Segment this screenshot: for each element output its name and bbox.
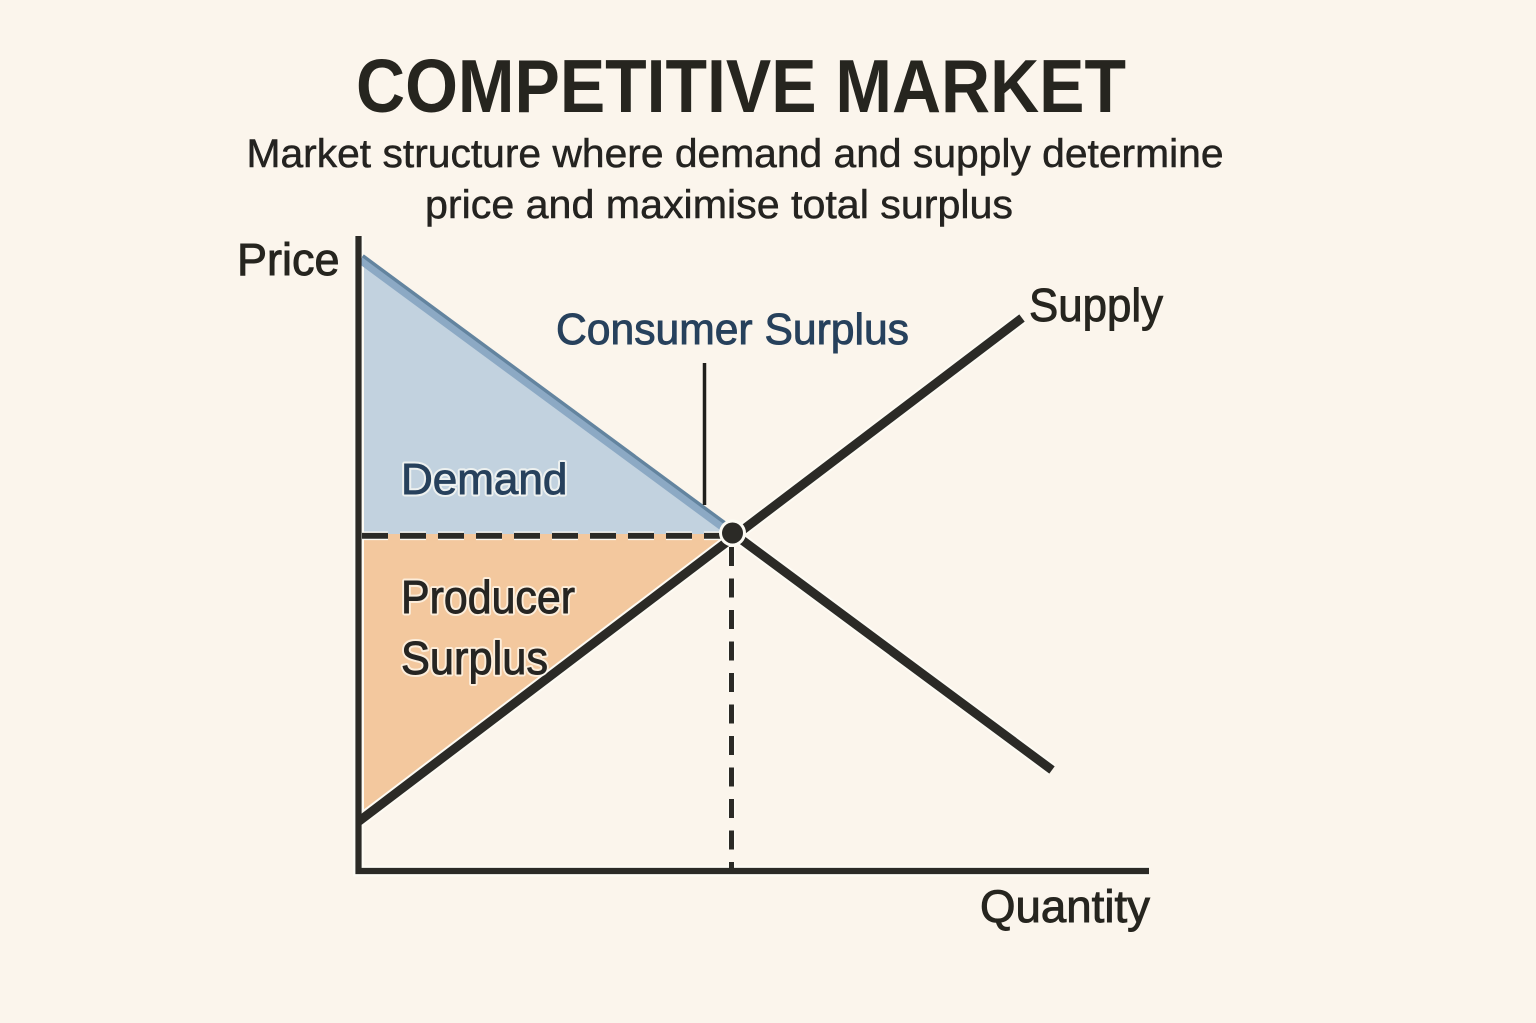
svg-text:Surplus: Surplus (401, 632, 548, 684)
svg-text:Surplus: Surplus (401, 632, 548, 684)
svg-text:Consumer Surplus: Consumer Surplus (556, 305, 909, 354)
svg-text:Demand: Demand (401, 455, 567, 504)
svg-text:Price: Price (237, 234, 340, 285)
svg-text:COMPETITIVE MARKET: COMPETITIVE MARKET (356, 44, 1126, 128)
svg-text:price and maximise total surpl: price and maximise total surplus (425, 183, 1013, 227)
svg-text:Market structure where demand: Market structure where demand and supply… (247, 132, 1224, 176)
svg-text:Demand: Demand (401, 455, 567, 504)
svg-text:Quantity: Quantity (980, 881, 1150, 932)
svg-text:Producer: Producer (401, 571, 575, 623)
svg-text:Producer: Producer (401, 571, 575, 623)
svg-text:Supply: Supply (1029, 279, 1163, 331)
